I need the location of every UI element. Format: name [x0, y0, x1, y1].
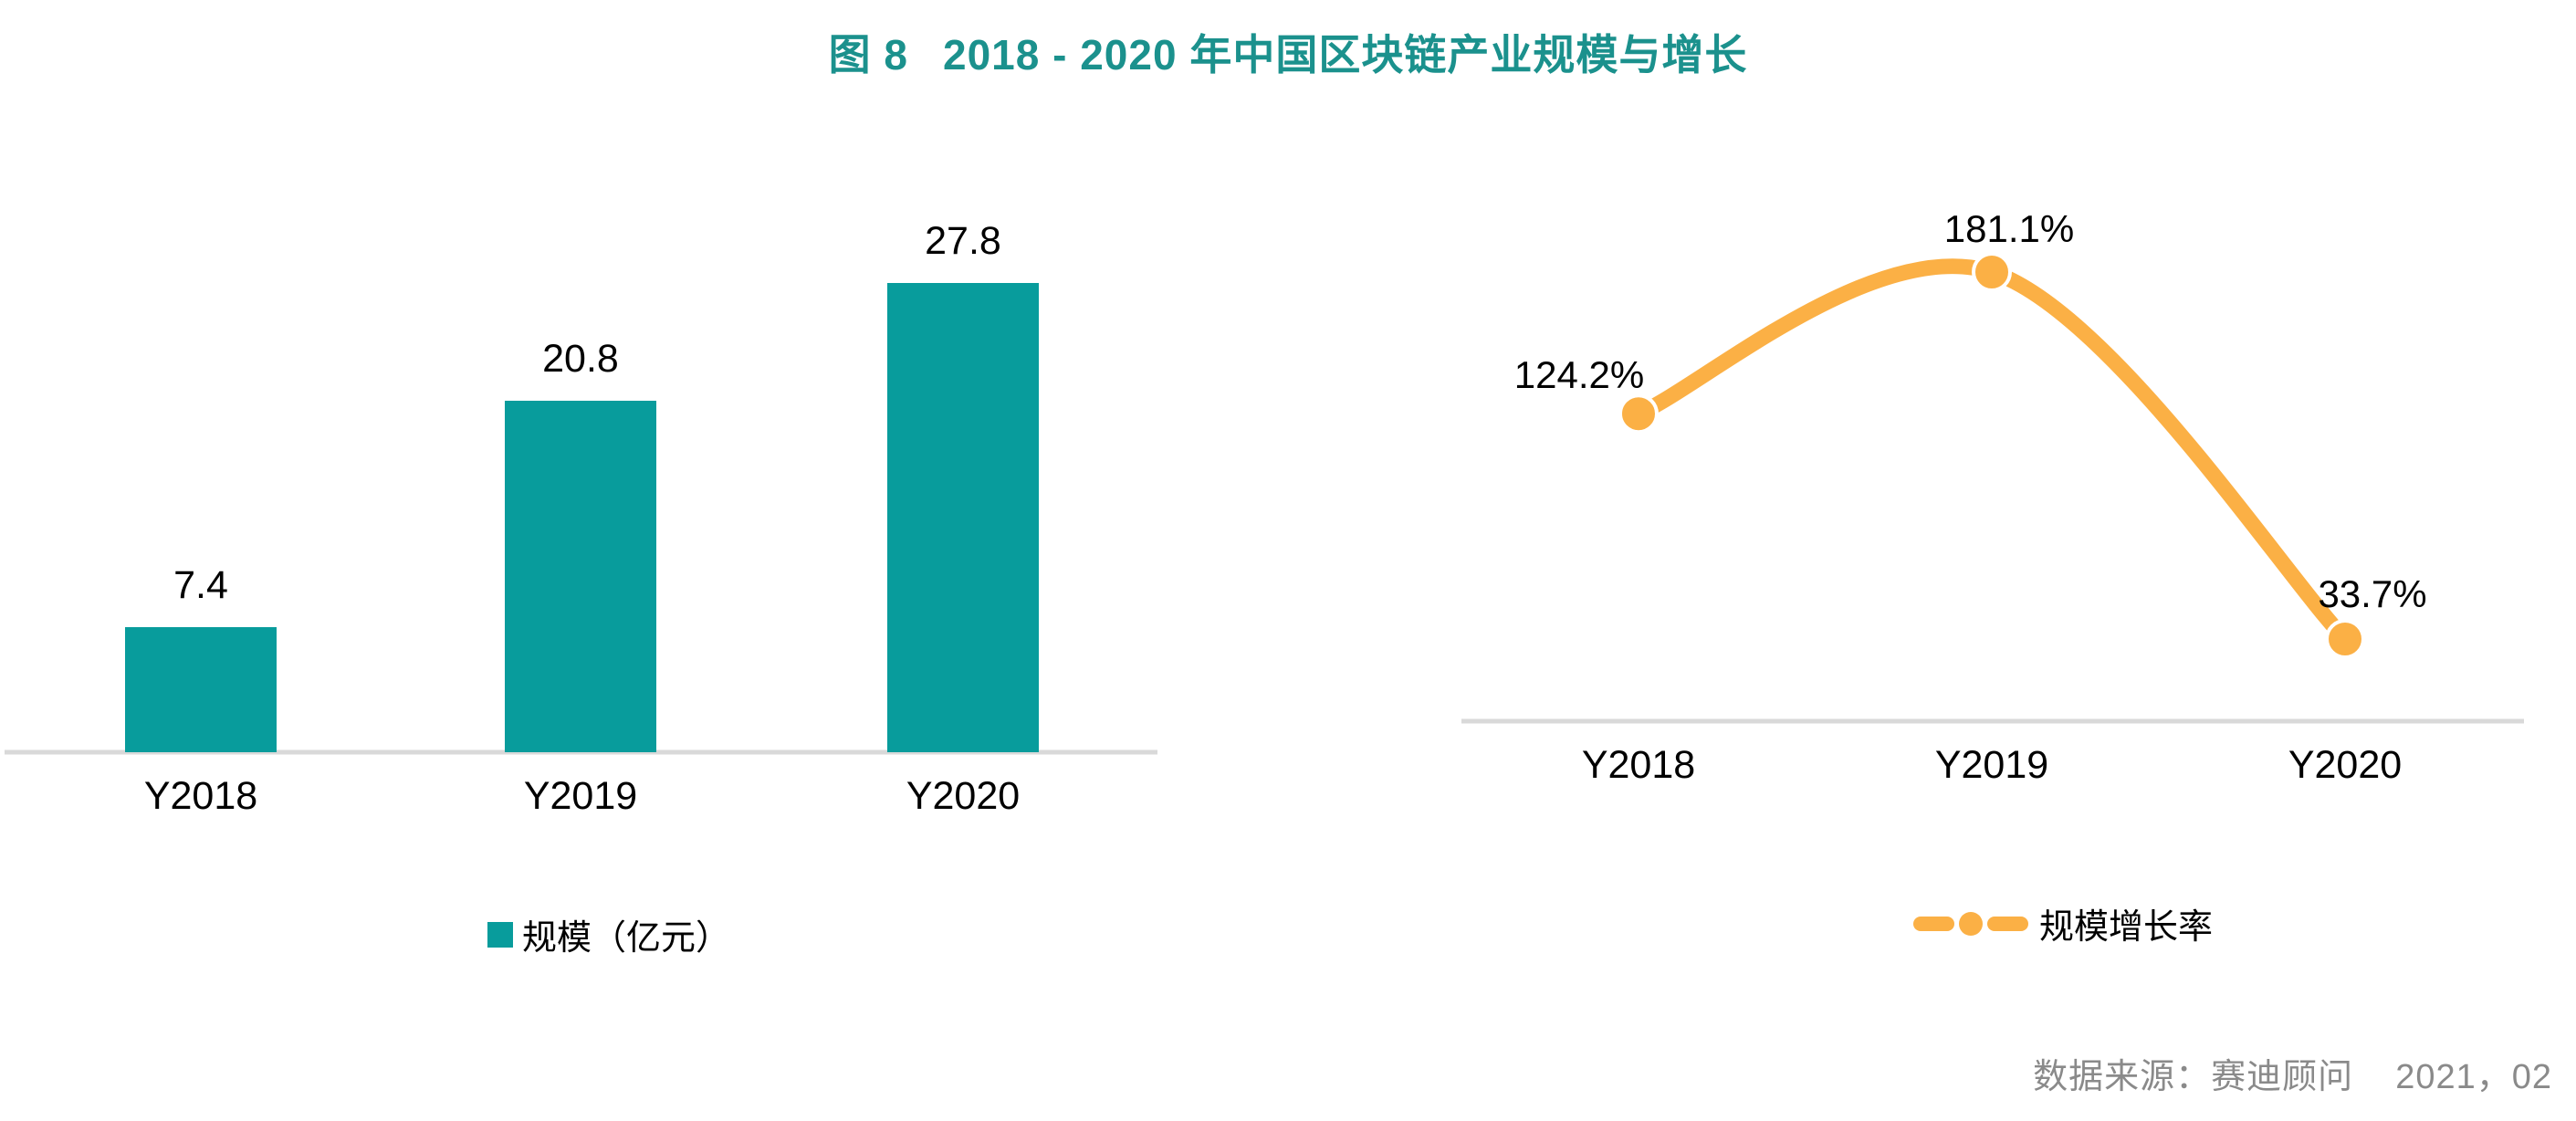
bar-legend-swatch-icon — [487, 921, 513, 948]
line-legend-segment — [1986, 916, 2028, 931]
line-x-tick-label: Y2020 — [2288, 743, 2402, 787]
point-value-label: 181.1% — [1944, 207, 2074, 250]
bar-chart-legend: 规模（亿元） — [29, 909, 1189, 959]
bar-chart-svg: 7.4 Y2018 20.8 Y2019 27.8 Y2020 — [5, 219, 1157, 818]
bar-x-tick-label: Y2020 — [906, 774, 1020, 812]
line-chart-legend: 规模增长率 — [1482, 898, 2576, 948]
point-value-label: 33.7% — [2318, 572, 2426, 615]
bar-Y2020 — [887, 283, 1039, 752]
source-label: 数据来源：赛迪顾问 — [2033, 1058, 2354, 1096]
data-point-Y2018 — [1618, 393, 1659, 435]
scale-bar-chart: 7.4 Y2018 20.8 Y2019 27.8 Y2020 — [0, 137, 1159, 818]
line-x-tick-label: Y2019 — [1935, 743, 2048, 787]
growth-rate-line — [1630, 258, 2353, 647]
source-date: 2021，02 — [2395, 1058, 2552, 1096]
bar-x-tick-label: Y2019 — [524, 774, 637, 812]
bar-Y2019 — [505, 401, 656, 752]
line-x-tick-label: Y2018 — [1582, 743, 1695, 787]
line-legend-dot — [1958, 911, 1983, 936]
bar-value-label: 27.8 — [925, 219, 1001, 263]
growth-line-chart: 124.2% Y2018 181.1% Y2019 33.7% Y2020 — [1415, 137, 2576, 817]
line-legend-label: 规模增长率 — [2038, 908, 2213, 947]
bar-value-label: 20.8 — [542, 337, 619, 381]
page-title: 图 8 2018 - 2020 年中国区块链产业规模与增长 — [0, 22, 2576, 82]
bar-Y2018 — [125, 627, 277, 752]
figure-number-label: 图 8 — [828, 31, 909, 79]
bar-value-label: 7.4 — [173, 563, 228, 607]
data-source-note: 数据来源：赛迪顾问 2021，02 — [2033, 1048, 2552, 1098]
data-point-Y2019 — [1972, 252, 2012, 292]
bar-x-tick-label: Y2018 — [144, 774, 257, 812]
data-point-Y2020 — [2325, 619, 2365, 659]
line-legend-segment — [1912, 916, 1954, 931]
point-value-label: 124.2% — [1514, 353, 1644, 396]
bar-legend-label: 规模（亿元） — [521, 919, 730, 958]
figure-title-text: 2018 - 2020 年中国区块链产业规模与增长 — [943, 31, 1748, 79]
line-chart-svg: 124.2% Y2018 181.1% Y2019 33.7% Y2020 — [1461, 207, 2524, 787]
line-legend-swatch-icon — [1912, 911, 2028, 936]
